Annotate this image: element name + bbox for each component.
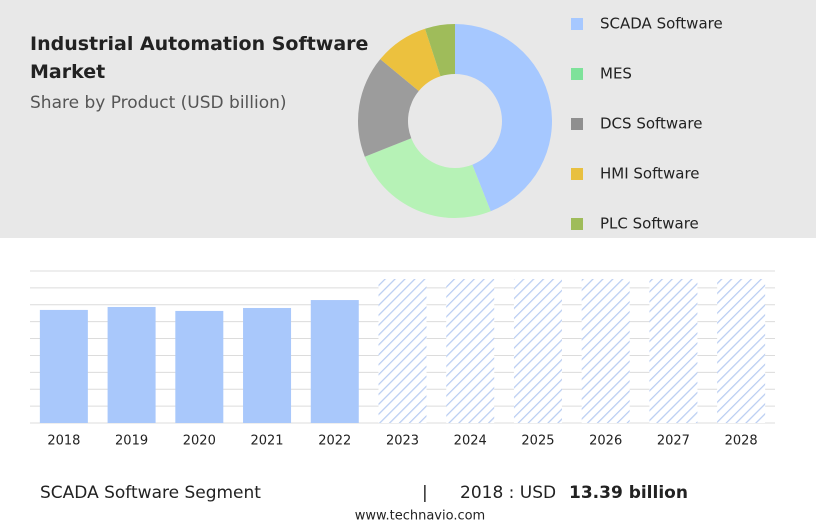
- legend-label: DCS Software: [600, 115, 702, 133]
- forecast-bar: [378, 279, 427, 423]
- x-tick-label: 2018: [47, 434, 80, 449]
- bar: [175, 310, 224, 423]
- legend-swatch: [571, 168, 583, 180]
- chart-title-line: Industrial Automation Software Market: [30, 33, 368, 83]
- donut-segment: [425, 24, 455, 77]
- forecast-bar: [649, 279, 698, 423]
- footer-value: 13.39 billion: [569, 483, 688, 503]
- x-tick-label: 2024: [454, 434, 487, 449]
- legend-label: SCADA Software: [600, 15, 723, 33]
- legend-swatch: [571, 218, 583, 230]
- legend-swatch: [571, 118, 583, 130]
- donut-segment: [455, 24, 552, 212]
- legend-swatch: [571, 68, 583, 80]
- donut-segment: [364, 138, 491, 219]
- footer-segment: SCADA Software Segment: [40, 483, 261, 503]
- x-tick-label: 2022: [318, 434, 351, 449]
- footer-year: 2018 : USD: [460, 483, 556, 503]
- x-tick-label: 2028: [725, 434, 758, 449]
- footer-separator: |: [422, 483, 428, 503]
- forecast-bar: [446, 279, 495, 423]
- x-tick-label: 2020: [183, 434, 216, 449]
- bar: [243, 307, 292, 423]
- forecast-bar: [717, 279, 766, 423]
- footer-site: www.technavio.com: [355, 509, 485, 524]
- forecast-bar: [513, 279, 562, 423]
- legend-label: PLC Software: [600, 215, 699, 233]
- chart-subtitle: Share by Product (USD billion): [30, 93, 287, 113]
- legend-swatch: [571, 18, 583, 30]
- bar-chart: 2018 2019 2020 2021 2022 2023 2024 2025 2026 2027…: [30, 270, 775, 449]
- x-tick-label: 2019: [115, 434, 148, 449]
- bar: [310, 300, 359, 423]
- x-tick-label: 2021: [250, 434, 283, 449]
- legend-label: HMI Software: [600, 165, 700, 183]
- legend-label: MES: [600, 65, 632, 83]
- bar: [107, 306, 156, 423]
- x-tick-label: 2027: [657, 434, 690, 449]
- x-tick-label: 2026: [589, 434, 622, 449]
- donut-segment: [380, 28, 441, 92]
- x-tick-label: 2025: [521, 434, 554, 449]
- donut-segment: [357, 59, 419, 157]
- x-tick-label: 2023: [386, 434, 419, 449]
- forecast-bar: [581, 279, 630, 423]
- donut-chart: SCADA Software MES DCS Software HMI Softwar…: [357, 15, 723, 233]
- bar: [39, 309, 88, 423]
